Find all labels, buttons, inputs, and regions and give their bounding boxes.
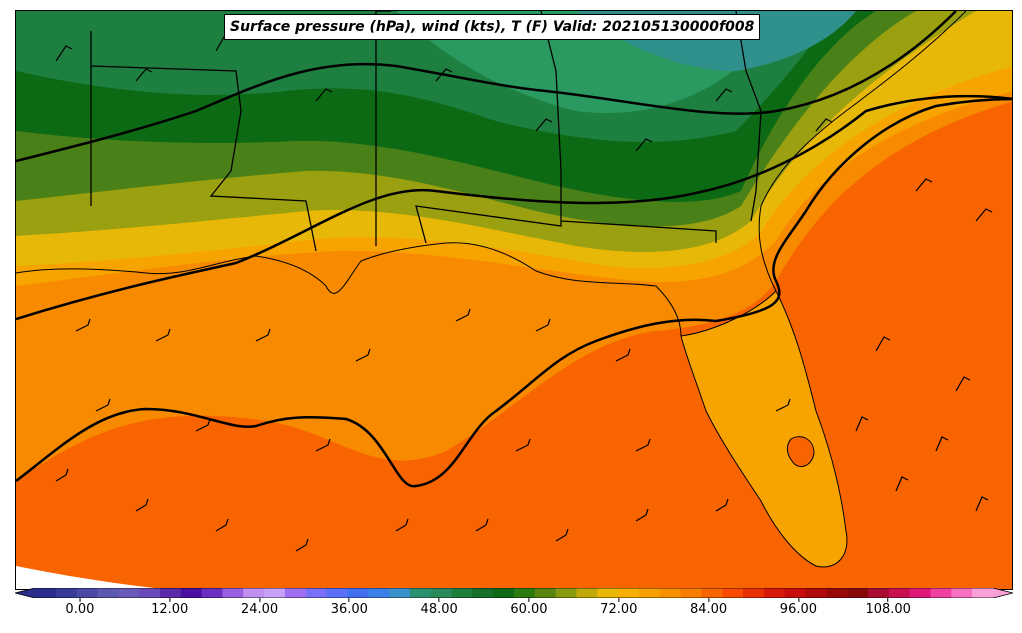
colorbar-segment xyxy=(930,588,952,598)
colorbar-tick-label: 84.00 xyxy=(690,598,727,617)
colorbar-segment xyxy=(409,588,432,598)
colorbar-ticks: 0.00 12.00 24.00 36.00 48.00 60.00 72.00 84.00 9… xyxy=(15,598,1013,628)
colorbar-segment xyxy=(847,588,869,598)
colorbar-tick-text: 24.00 xyxy=(240,602,279,617)
colorbar-tick-label: 36.00 xyxy=(331,598,368,617)
colorbar-segment xyxy=(55,588,78,598)
colorbar-segment xyxy=(576,588,598,598)
colorbar-segment xyxy=(659,588,682,598)
colorbar-tick-text: 48.00 xyxy=(420,602,458,617)
colorbar-segment xyxy=(763,588,786,598)
colorbar-tick-text: 72.00 xyxy=(600,602,638,617)
atlantic-coastline xyxy=(758,11,967,292)
colorbar-tick-mark xyxy=(348,598,350,602)
colorbar-tick-mark xyxy=(169,598,171,602)
colorbar-segment xyxy=(97,588,119,598)
no-data-area xyxy=(16,566,165,589)
gulf-coastline xyxy=(16,242,682,337)
colorbar-tick-label: 0.00 xyxy=(65,598,94,617)
colorbar-segment xyxy=(701,588,723,598)
colorbar-segment xyxy=(264,588,286,598)
isobar-2 xyxy=(16,94,1012,321)
colorbar-segment xyxy=(180,588,203,598)
colorbar-tick-label: 72.00 xyxy=(600,598,637,617)
colorbar-segment xyxy=(389,588,411,598)
colorbar-tick-label: 12.00 xyxy=(151,598,188,617)
colorbar-segment xyxy=(514,588,536,598)
colorbar-max-arrow xyxy=(993,588,1013,598)
colorbar-segment xyxy=(597,588,619,598)
colorbar-segment xyxy=(472,588,494,598)
colorbar-tick-mark xyxy=(259,598,261,602)
colorbar-tick-label: 60.00 xyxy=(510,598,548,617)
colorbar-segment xyxy=(618,588,640,598)
temperature-map xyxy=(16,11,1012,589)
colorbar-tick-label: 24.00 xyxy=(241,598,278,617)
colorbar-segment xyxy=(972,588,994,598)
colorbar-segment xyxy=(243,588,265,598)
colorbar-segment xyxy=(826,588,848,598)
colorbar-tick-mark xyxy=(438,598,440,602)
colorbar-segment xyxy=(305,588,328,598)
colorbar-tick-mark xyxy=(528,598,530,602)
colorbar-segment xyxy=(493,588,515,598)
colorbar-tick-mark xyxy=(618,598,620,602)
isobar-3 xyxy=(16,97,1012,488)
colorbar-segment xyxy=(368,588,390,598)
colorbar-segment xyxy=(76,588,98,598)
state-borders xyxy=(90,11,762,252)
colorbar-tick-text: 108.00 xyxy=(865,602,911,617)
colorbar-segment xyxy=(118,588,140,598)
colorbar-segment xyxy=(534,588,557,598)
lake-okeechobee xyxy=(786,436,815,468)
colorbar-segment xyxy=(159,588,182,598)
wind-barbs xyxy=(55,36,993,552)
colorbar-segment xyxy=(680,588,702,598)
colorbar-segment xyxy=(284,588,307,598)
colorbar-tick-text: 84.00 xyxy=(689,602,728,617)
colorbar-segment xyxy=(888,588,911,598)
colorbar-segment xyxy=(222,588,244,598)
colorbar-tick-mark xyxy=(708,598,710,602)
colorbar-segment xyxy=(951,588,973,598)
colorbar-segment xyxy=(347,588,369,598)
isobar-1 xyxy=(16,11,957,163)
colorbar-tick-mark xyxy=(887,598,889,602)
colorbar-tick-text: 0.00 xyxy=(65,602,95,617)
colorbar-tick-mark xyxy=(797,598,799,602)
colorbar-segment xyxy=(430,588,453,598)
map-title: Surface pressure (hPa), wind (kts), T (F… xyxy=(224,14,761,40)
colorbar-min-arrow xyxy=(15,588,35,598)
colorbar-tick-text: 12.00 xyxy=(151,602,189,617)
colorbar-segment xyxy=(868,588,890,598)
colorbar-tick-text: 96.00 xyxy=(779,602,818,617)
colorbar-tick-label: 108.00 xyxy=(865,598,911,617)
colorbar-tick-mark xyxy=(79,598,81,602)
colorbar xyxy=(15,588,1013,598)
map-panel xyxy=(15,10,1013,590)
colorbar-segment xyxy=(909,588,932,598)
colorbar-segment xyxy=(451,588,473,598)
colorbar-tick-label: 48.00 xyxy=(421,598,458,617)
colorbar-tick-text: 60.00 xyxy=(510,602,548,617)
colorbar-segment xyxy=(805,588,827,598)
colorbar-segment xyxy=(784,588,807,598)
colorbar-segment xyxy=(201,588,223,598)
colorbar-segment xyxy=(638,588,661,598)
colorbar-segment xyxy=(722,588,744,598)
colorbar-segment xyxy=(326,588,348,598)
colorbar-tick-text: 36.00 xyxy=(330,602,368,617)
colorbar-segment xyxy=(35,588,57,598)
colorbar-tick-label: 96.00 xyxy=(780,598,817,617)
colorbar-segment xyxy=(743,588,765,598)
colorbar-segment xyxy=(139,588,161,598)
colorbar-segment xyxy=(555,588,577,598)
